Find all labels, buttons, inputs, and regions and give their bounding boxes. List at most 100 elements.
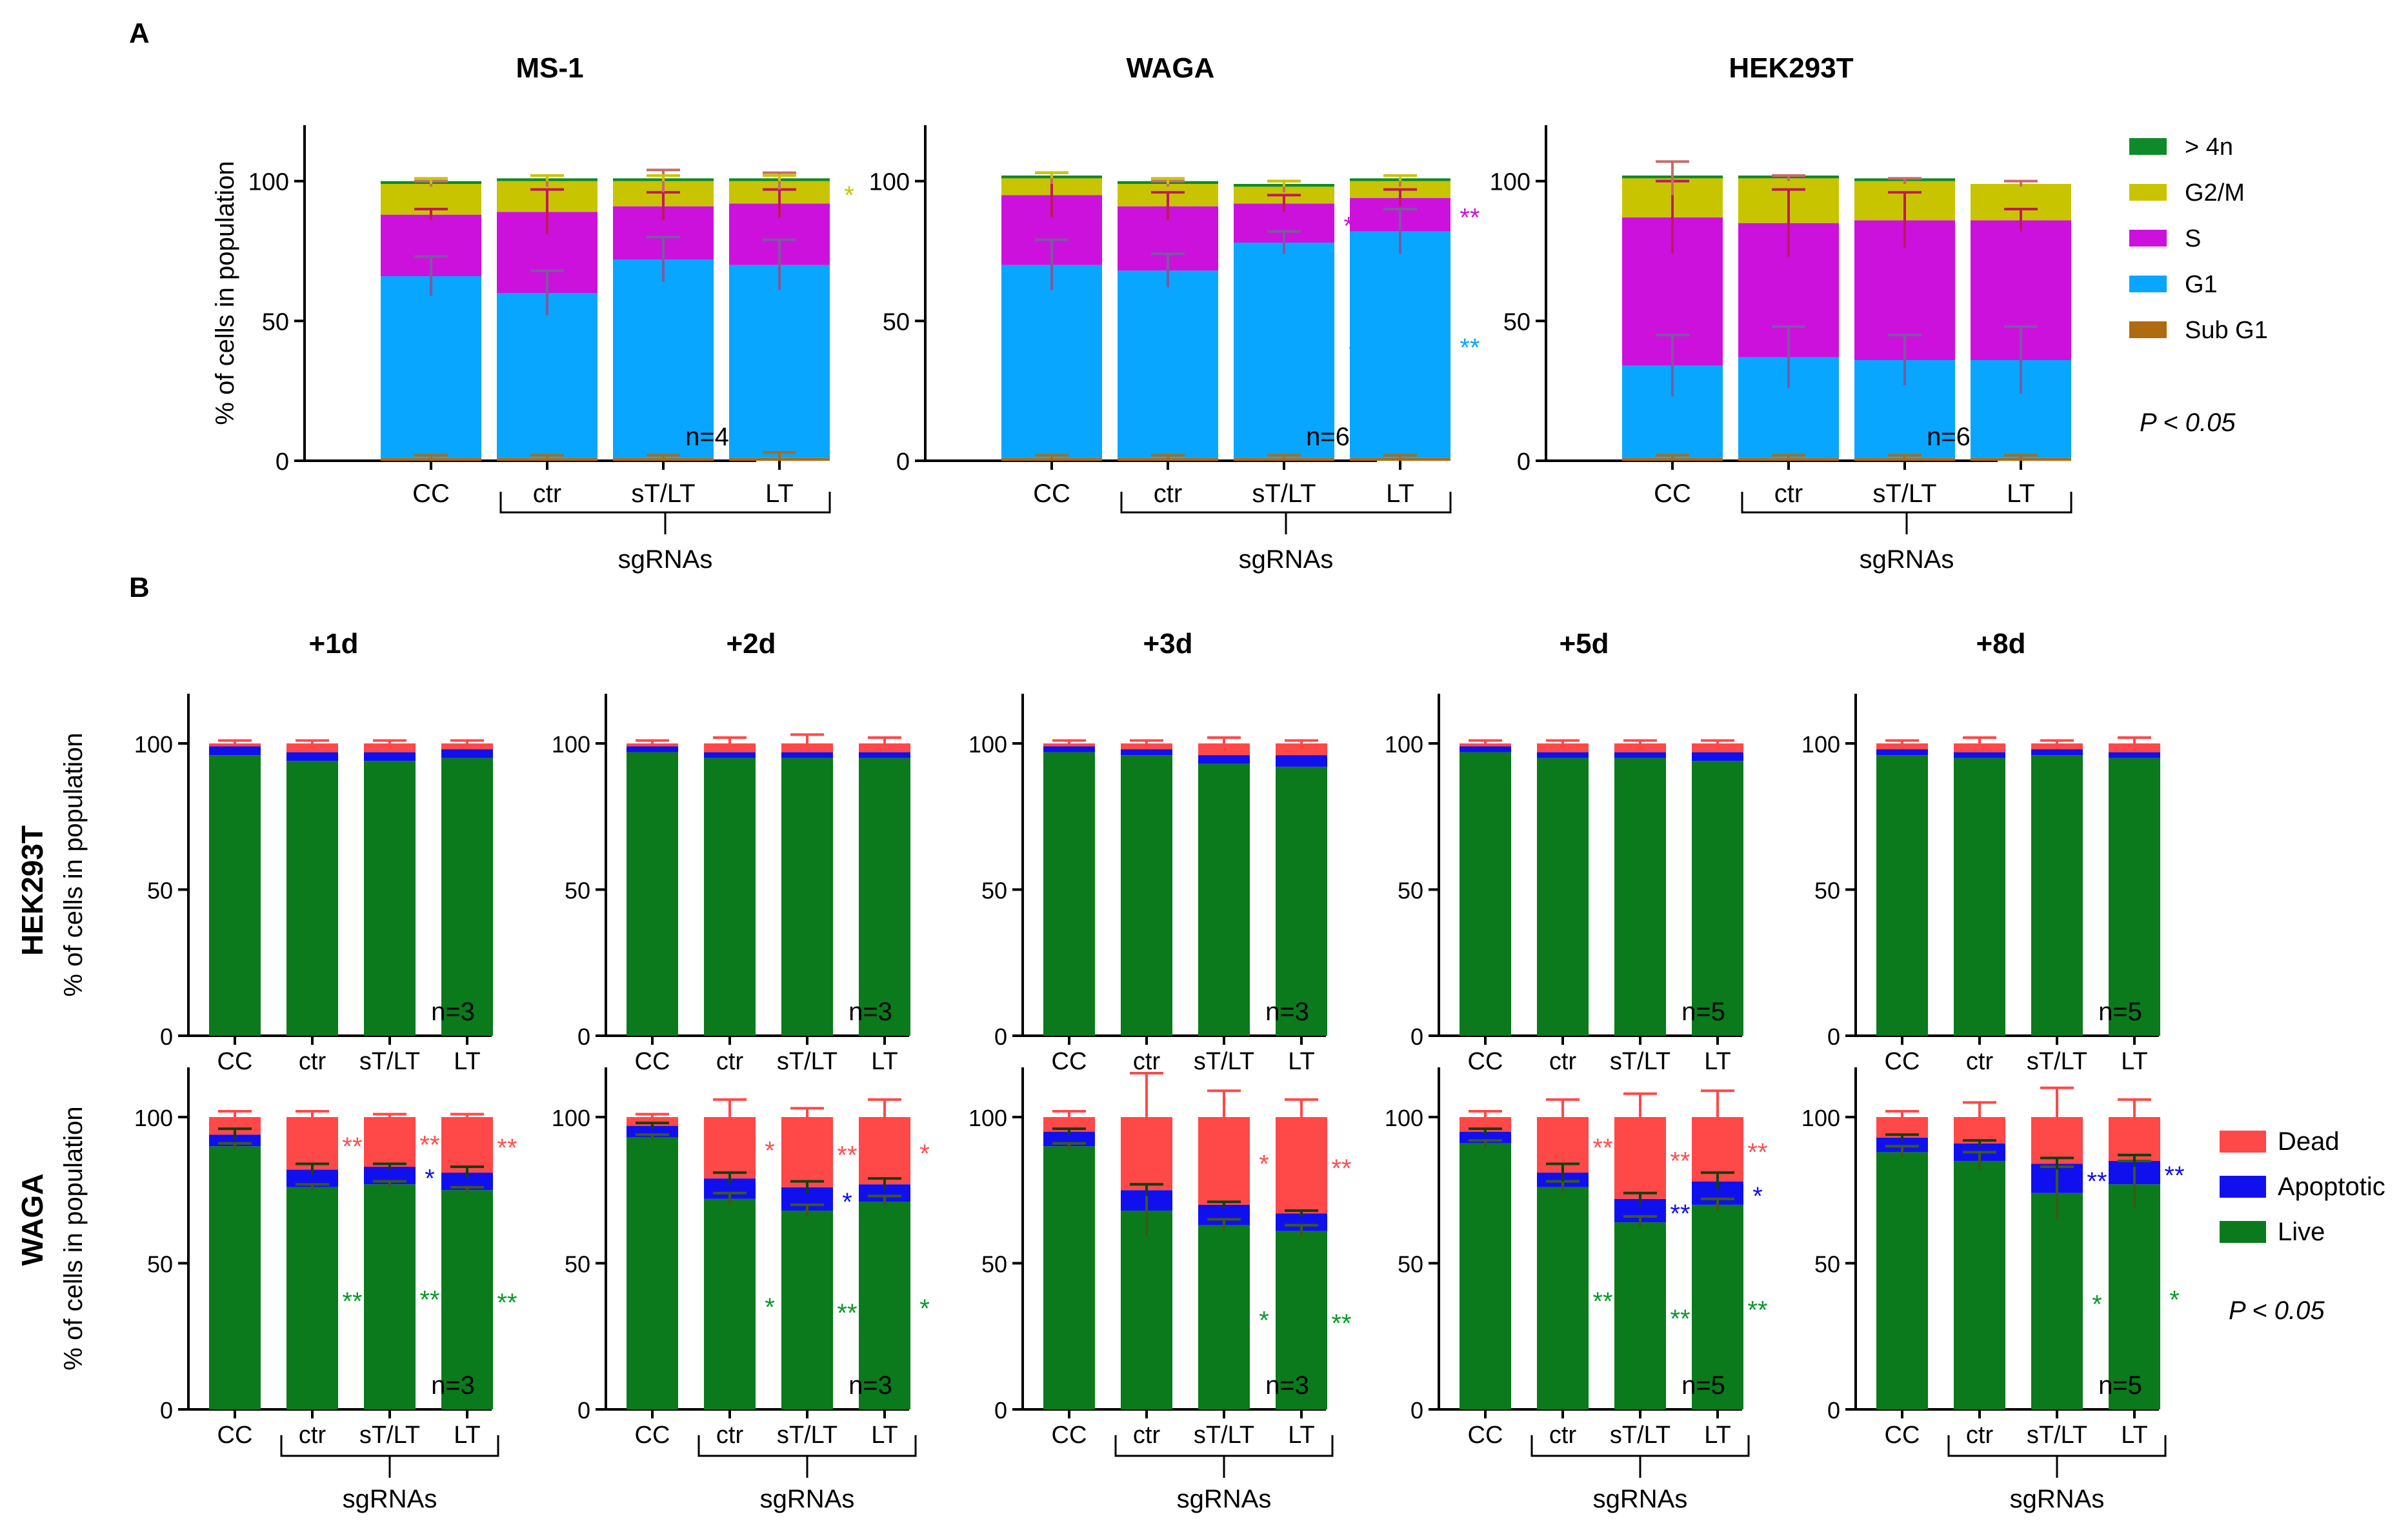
n-label: n=3 [431, 1371, 475, 1400]
significance-star-dead: ** [1747, 1138, 1767, 1167]
significance-star-live: ** [419, 1286, 439, 1315]
y-tick-label: 0 [1827, 1023, 1840, 1050]
bar-live-st-lt [1198, 1225, 1250, 1409]
significance-star-live: * [765, 1293, 775, 1322]
legend-swatch-4n [2129, 138, 2167, 155]
bar-apoptotic-cc [1460, 746, 1511, 752]
y-tick-label: 0 [994, 1023, 1007, 1050]
x-tick-label-ctr: ctr [1774, 479, 1803, 508]
bar-live-ctr [1954, 1160, 2005, 1409]
n-label: n=5 [1681, 998, 1725, 1026]
y-tick-label: 0 [160, 1023, 173, 1050]
y-tick-label: 100 [1490, 169, 1530, 196]
y-tick-label: 100 [968, 731, 1007, 758]
bar-live-lt [859, 1202, 910, 1409]
y-tick-label: 100 [1385, 731, 1423, 758]
x-tick-label-ctr: ctr [533, 479, 561, 508]
legend-label-dead: Dead [2278, 1127, 2340, 1156]
significance-star-apoptotic: ** [2087, 1167, 2107, 1196]
chart-title: WAGA [1127, 52, 1215, 84]
y-tick-label: 50 [147, 1251, 173, 1278]
significance-note-a: P < 0.05 [2140, 408, 2236, 437]
bar-live-lt [1692, 1204, 1743, 1409]
bar-dead-lt [1692, 743, 1743, 752]
bar-g1-ctr [497, 293, 597, 458]
x-tick-label-lt: LT [454, 1048, 481, 1075]
legend-swatch-g2m [2129, 184, 2167, 201]
significance-star-live: ** [497, 1289, 517, 1317]
x-tick-label-lt: LT [1288, 1048, 1315, 1075]
bar-dead-ctr [286, 743, 338, 752]
legend-label-subg1: Sub G1 [2185, 317, 2268, 344]
x-tick-label-lt: LT [765, 479, 794, 508]
n-label: n=5 [2098, 998, 2142, 1026]
x-tick-label-ctr: ctr [299, 1048, 326, 1075]
x-tick-label-st-lt: sT/LT [2027, 1422, 2087, 1449]
chart-8-b-waga-8: 0 50 100 % of cells in population CC ctr sT/LT… [59, 1067, 517, 1513]
significance-star-live: ** [1670, 1305, 1690, 1333]
bar-live-lt [859, 758, 910, 1036]
legend-label-apoptotic: Apoptotic [2278, 1173, 2385, 1201]
sgrna-group-label: sgRNAs [1239, 545, 1334, 574]
n-label: n=3 [848, 998, 892, 1026]
significance-star-dead: ** [497, 1134, 517, 1162]
bar-dead-ctr [1537, 743, 1589, 752]
x-tick-label-cc: CC [1885, 1422, 1920, 1449]
n-label: n=3 [1265, 1371, 1309, 1400]
x-tick-label-st-lt: sT/LT [777, 1422, 838, 1449]
significance-star-dead: ** [837, 1141, 857, 1169]
x-tick-label-cc: CC [1885, 1048, 1920, 1075]
significance-star-dead: ** [342, 1133, 362, 1161]
legend-swatch-apoptotic [2220, 1176, 2266, 1198]
significance-star-s: ** [1460, 204, 1480, 232]
legend-swatch-dead [2220, 1131, 2266, 1153]
bar-live-cc [1876, 1152, 1928, 1409]
y-tick-label: 50 [1814, 878, 1840, 904]
significance-star-live: ** [1331, 1309, 1351, 1338]
bar-dead-st-lt [364, 743, 416, 752]
x-tick-label-cc: CC [1052, 1048, 1087, 1075]
legend-label-g1: G1 [2185, 271, 2218, 298]
legend-swatch-live [2220, 1221, 2266, 1243]
y-tick-label: 50 [565, 878, 590, 904]
x-tick-label-ctr: ctr [1966, 1048, 1994, 1075]
bar-g1-cc [381, 276, 481, 458]
y-tick-label: 0 [577, 1023, 590, 1050]
sgrna-group-label: sgRNAs [2010, 1485, 2105, 1513]
y-tick-label: 0 [1410, 1397, 1423, 1424]
x-tick-label-ctr: ctr [1549, 1048, 1577, 1075]
bar-live-lt [441, 758, 493, 1036]
bar-dead-lt [441, 1117, 493, 1173]
legend-swatch-subg1 [2129, 321, 2167, 338]
chart-0-a-ms-1: 0 50 100 % of cells in population MS-1 CC ctr s… [211, 52, 854, 574]
bar-live-st-lt [2031, 1193, 2083, 1409]
x-tick-label-ctr: ctr [1133, 1422, 1161, 1449]
bar-live-cc [1876, 755, 1928, 1036]
x-tick-label-st-lt: sT/LT [631, 479, 695, 508]
chart-2-a-hek293t: 0 50 100 HEK293T CC ctr sT/LT LT n=6 sgRNAs [1490, 52, 2072, 574]
bar-live-lt [441, 1190, 493, 1409]
bar-apoptotic-cc [627, 746, 678, 752]
bar-live-st-lt [2031, 755, 2083, 1036]
bar-live-ctr [704, 758, 756, 1036]
bar-dead-lt [1276, 743, 1327, 756]
significance-star-dead: * [919, 1140, 930, 1168]
n-label: n=5 [1681, 1371, 1725, 1400]
bar-live-st-lt [781, 1210, 833, 1409]
x-tick-label-lt: LT [1386, 479, 1414, 508]
x-tick-label-cc: CC [1468, 1048, 1503, 1075]
sgrna-group-label: sgRNAs [618, 545, 713, 574]
y-tick-label: 0 [994, 1397, 1007, 1424]
bar-live-st-lt [1614, 1222, 1666, 1409]
sgrna-group-label: sgRNAs [760, 1485, 855, 1513]
y-tick-label: 50 [1398, 878, 1423, 904]
y-tick-label: 50 [981, 878, 1007, 904]
chart-4-b-2d: 0 50 100 +2d CC ctr sT/LT LT n=3 [552, 628, 910, 1075]
bar-apoptotic-st-lt [1614, 752, 1666, 758]
bar-live-ctr [1954, 758, 2005, 1036]
significance-star-apoptotic: * [842, 1188, 852, 1216]
